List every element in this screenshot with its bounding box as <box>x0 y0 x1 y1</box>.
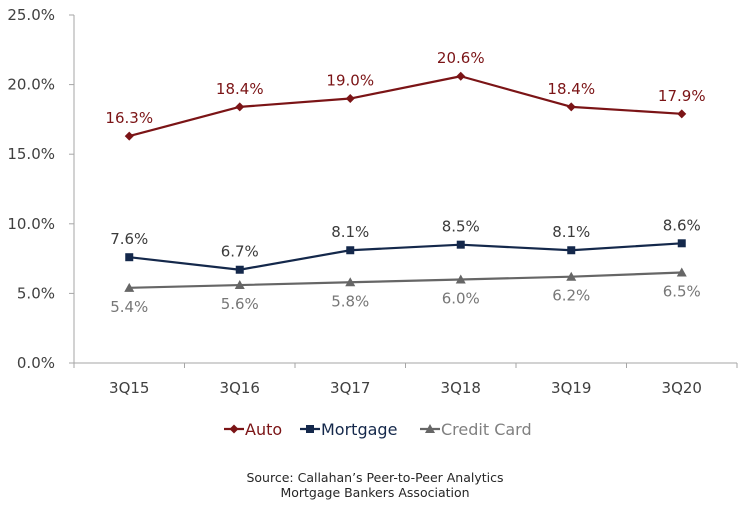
data-point-mortgage <box>677 239 686 248</box>
series-line-auto <box>128 75 682 138</box>
legend-item-mortgage: Mortgage <box>300 420 397 439</box>
data-point-credit-card <box>234 280 245 290</box>
data-label-auto: 18.4% <box>547 80 595 98</box>
data-point-mortgage <box>346 246 355 255</box>
data-label-credit-card: 6.5% <box>663 283 701 301</box>
data-point-credit-card <box>676 267 687 277</box>
series-credit-card: 5.4% 5.6% 5.8% 6.0% 6.2% 6.5% <box>110 267 701 316</box>
data-label-mortgage: 8.6% <box>663 216 701 234</box>
data-label-credit-card: 5.6% <box>221 295 259 313</box>
data-point-mortgage <box>235 265 244 274</box>
data-point-credit-card <box>566 271 577 281</box>
legend-label-mortgage: Mortgage <box>321 420 397 439</box>
data-label-auto: 18.4% <box>216 80 264 98</box>
x-tick-label: 3Q18 <box>441 379 481 397</box>
data-label-mortgage: 8.1% <box>331 223 369 241</box>
y-tick-label: 20.0% <box>7 76 55 94</box>
data-point-auto <box>345 94 355 104</box>
data-point-mortgage <box>456 240 465 249</box>
data-point-auto <box>456 71 466 81</box>
data-label-credit-card: 5.8% <box>331 292 369 310</box>
data-label-auto: 16.3% <box>105 109 153 127</box>
y-tick-label: 5.0% <box>17 284 55 302</box>
data-label-credit-card: 5.4% <box>110 298 148 316</box>
y-tick-label: 15.0% <box>7 145 55 163</box>
data-point-auto <box>677 109 687 119</box>
x-tick-label: 3Q17 <box>330 379 370 397</box>
data-label-auto: 20.6% <box>437 49 485 67</box>
data-label-credit-card: 6.2% <box>552 287 590 305</box>
legend-marker-credit-card <box>425 424 435 433</box>
source-note: Source: Callahan’s Peer-to-Peer Analytic… <box>246 470 503 500</box>
legend-label-auto: Auto <box>245 420 282 439</box>
legend: Auto Mortgage Credit Card <box>224 420 532 439</box>
source-line-2: Mortgage Bankers Association <box>280 485 469 500</box>
series-layer: 16.3% 18.4% 19.0% 20.6% 18.4% 17.9% 7.6% 6.7% 8.… <box>105 49 705 316</box>
y-tick-label: 25.0% <box>7 6 55 24</box>
data-label-mortgage: 7.6% <box>110 230 148 248</box>
data-label-credit-card: 6.0% <box>442 289 480 307</box>
series-auto: 16.3% 18.4% 19.0% 20.6% 18.4% 17.9% <box>105 49 706 141</box>
source-line-1: Source: Callahan’s Peer-to-Peer Analytic… <box>246 470 503 485</box>
data-point-mortgage <box>125 253 134 262</box>
x-tick-label: 3Q16 <box>220 379 260 397</box>
data-label-mortgage: 6.7% <box>221 243 259 261</box>
y-tick-label: 10.0% <box>7 215 55 233</box>
series-line-mortgage <box>129 242 682 271</box>
legend-item-credit-card: Credit Card <box>420 420 532 439</box>
x-tick-label: 3Q19 <box>551 379 591 397</box>
series-mortgage: 7.6% 6.7% 8.1% 8.5% 8.1% 8.6% <box>110 216 701 274</box>
axes: 0.0% 5.0% 10.0% 15.0% 20.0% 25.0% 3Q15 3Q16 3Q17… <box>7 6 738 397</box>
data-point-credit-card <box>124 282 135 292</box>
data-label-auto: 17.9% <box>658 87 706 105</box>
x-tick-label: 3Q20 <box>662 379 702 397</box>
y-tick-label: 0.0% <box>17 354 55 372</box>
data-label-mortgage: 8.5% <box>442 218 480 236</box>
legend-marker-mortgage <box>306 425 314 433</box>
data-point-auto <box>235 102 245 112</box>
data-label-auto: 19.0% <box>326 72 374 90</box>
legend-item-auto: Auto <box>224 420 282 439</box>
data-point-auto <box>124 131 134 141</box>
data-point-credit-card <box>455 274 466 284</box>
data-label-mortgage: 8.1% <box>552 223 590 241</box>
legend-marker-auto <box>229 424 239 434</box>
x-tick-label: 3Q15 <box>109 379 149 397</box>
data-point-credit-card <box>345 277 356 287</box>
series-line-credit-card <box>129 271 682 289</box>
legend-label-credit-card: Credit Card <box>441 420 532 439</box>
data-point-auto <box>566 102 576 112</box>
data-point-mortgage <box>567 246 576 255</box>
